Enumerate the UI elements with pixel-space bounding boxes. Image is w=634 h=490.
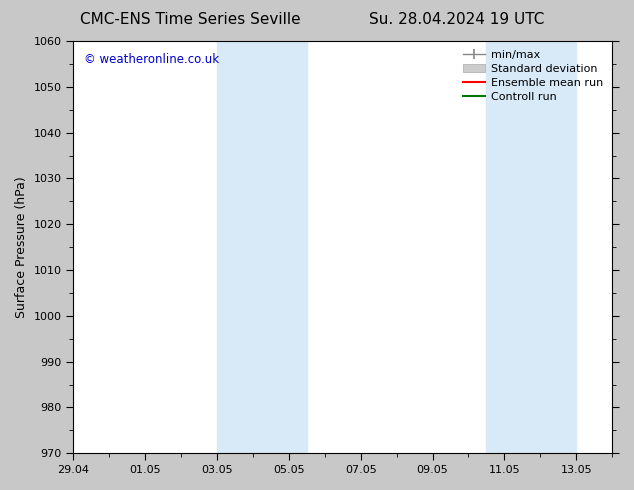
Text: CMC-ENS Time Series Seville: CMC-ENS Time Series Seville [80,12,301,27]
Text: © weatheronline.co.uk: © weatheronline.co.uk [84,53,219,67]
Bar [217,41,307,453]
Bar [486,41,576,453]
Legend: min/max, Standard deviation, Ensemble mean run, Controll run: min/max, Standard deviation, Ensemble me… [460,47,607,105]
Text: Su. 28.04.2024 19 UTC: Su. 28.04.2024 19 UTC [369,12,544,27]
Y-axis label: Surface Pressure (hPa): Surface Pressure (hPa) [15,176,28,318]
